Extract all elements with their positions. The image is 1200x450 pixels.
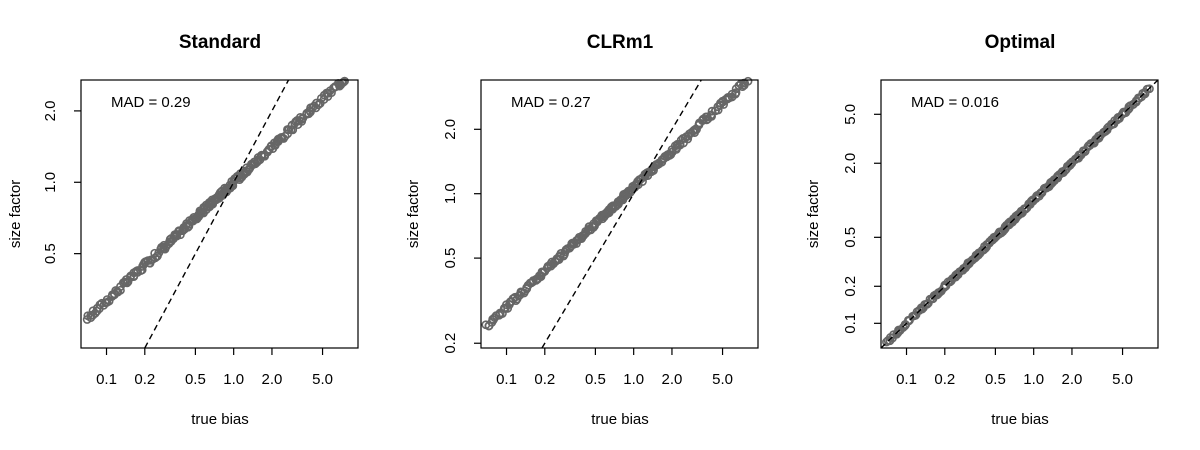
panel-optimal: Optimal true bias size factor MAD = 0.01… bbox=[805, 32, 1159, 428]
x-tick-label: 0.5 bbox=[185, 371, 206, 388]
scatter-points bbox=[882, 84, 1154, 347]
chart-title: Standard bbox=[179, 32, 261, 53]
x-tick-label: 2.0 bbox=[662, 371, 683, 388]
y-tick-label: 0.5 bbox=[442, 248, 459, 269]
x-axis-label: true bias bbox=[191, 411, 249, 428]
panel-standard: Standard true bias size factor MAD = 0.2… bbox=[7, 32, 359, 428]
mad-annotation: MAD = 0.016 bbox=[911, 94, 999, 111]
identity-line bbox=[880, 79, 1159, 349]
scatter-points bbox=[481, 76, 753, 331]
axis-ticks: 0.1 0.2 0.5 1.0 2.0 5.0 0.1 0.2 0.5 2.0 5.0 bbox=[842, 104, 1133, 388]
y-tick-label: 0.5 bbox=[842, 227, 859, 248]
data-point bbox=[1124, 102, 1134, 112]
mad-annotation: MAD = 0.27 bbox=[511, 94, 591, 111]
y-axis-label: size factor bbox=[7, 180, 24, 248]
y-tick-label: 2.0 bbox=[42, 100, 59, 121]
data-point bbox=[707, 106, 717, 116]
y-tick-label: 5.0 bbox=[842, 104, 859, 125]
x-tick-label: 1.0 bbox=[623, 371, 644, 388]
x-tick-label: 0.5 bbox=[585, 371, 606, 388]
data-point bbox=[338, 77, 348, 87]
x-axis-label: true bias bbox=[591, 411, 649, 428]
data-point bbox=[546, 261, 556, 271]
y-tick-label: 0.5 bbox=[42, 243, 59, 264]
x-tick-label: 1.0 bbox=[1023, 371, 1044, 388]
identity-line bbox=[541, 79, 702, 349]
data-point bbox=[1145, 84, 1154, 94]
x-tick-label: 5.0 bbox=[712, 371, 733, 388]
scatter-points bbox=[82, 76, 349, 324]
y-tick-label: 1.0 bbox=[442, 183, 459, 204]
x-tick-label: 5.0 bbox=[312, 371, 333, 388]
plot-frame bbox=[880, 79, 1159, 349]
data-point bbox=[731, 88, 741, 98]
y-axis-label: size factor bbox=[405, 180, 422, 248]
y-tick-label: 0.2 bbox=[842, 276, 859, 297]
y-tick-label: 0.1 bbox=[842, 313, 859, 334]
y-tick-label: 0.2 bbox=[442, 333, 459, 354]
y-tick-label: 2.0 bbox=[442, 119, 459, 140]
x-tick-label: 0.2 bbox=[534, 371, 555, 388]
y-axis-label: size factor bbox=[805, 180, 822, 248]
x-tick-label: 5.0 bbox=[1112, 371, 1133, 388]
x-tick-label: 0.1 bbox=[96, 371, 117, 388]
plot-frame bbox=[80, 79, 359, 349]
panel-clrm1: CLRm1 true bias size factor MAD = 0.27 0… bbox=[405, 32, 759, 428]
x-tick-label: 2.0 bbox=[262, 371, 283, 388]
data-point bbox=[164, 239, 174, 249]
plot-frame bbox=[480, 79, 759, 349]
chart-title: Optimal bbox=[985, 32, 1056, 53]
data-point bbox=[980, 244, 990, 253]
data-point bbox=[306, 107, 315, 117]
data-point bbox=[340, 76, 349, 86]
x-tick-label: 2.0 bbox=[1062, 371, 1083, 388]
data-point bbox=[312, 98, 321, 108]
y-tick-label: 1.0 bbox=[42, 172, 59, 193]
data-point bbox=[743, 76, 753, 86]
x-tick-label: 1.0 bbox=[223, 371, 244, 388]
axis-ticks: 0.1 0.2 0.5 1.0 2.0 5.0 0.5 1.0 2.0 bbox=[42, 100, 333, 388]
x-tick-label: 0.2 bbox=[934, 371, 955, 388]
axis-ticks: 0.1 0.2 0.5 1.0 2.0 5.0 0.2 0.5 1.0 2.0 bbox=[442, 119, 733, 388]
chart-title: CLRm1 bbox=[587, 32, 654, 53]
mad-annotation: MAD = 0.29 bbox=[111, 94, 191, 111]
y-tick-label: 2.0 bbox=[842, 153, 859, 174]
x-tick-label: 0.5 bbox=[985, 371, 1006, 388]
data-point bbox=[116, 285, 125, 295]
x-axis-label: true bias bbox=[991, 411, 1049, 428]
x-tick-label: 0.2 bbox=[134, 371, 155, 388]
x-tick-label: 0.1 bbox=[896, 371, 917, 388]
identity-line bbox=[144, 79, 290, 349]
data-point bbox=[137, 265, 147, 275]
x-tick-label: 0.1 bbox=[496, 371, 517, 388]
